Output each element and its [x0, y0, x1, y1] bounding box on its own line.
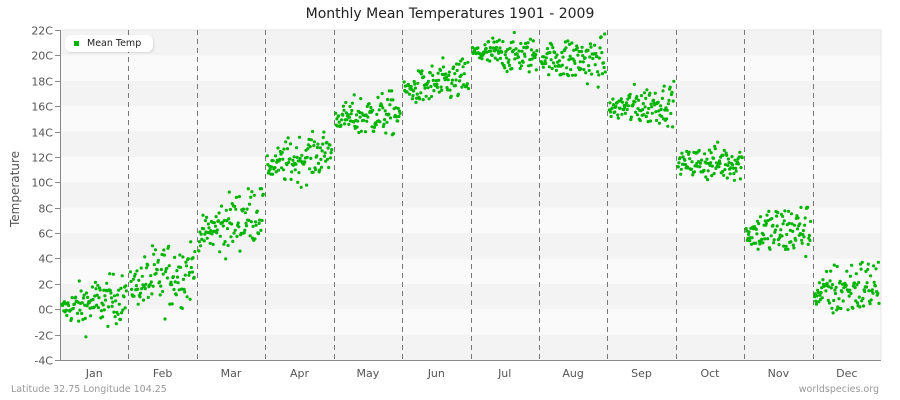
grid-band	[60, 182, 881, 208]
legend-swatch-icon	[74, 41, 79, 46]
grid-band	[60, 283, 881, 310]
grid-band	[60, 309, 881, 335]
grid-band	[60, 156, 881, 183]
source-caption: worldspecies.org	[798, 384, 879, 395]
x-tick-label: Jan	[85, 367, 103, 380]
location-caption: Latitude 32.75 Longitude 104.25	[11, 384, 167, 395]
y-tick-label: 10C	[31, 177, 53, 190]
grid-band	[60, 106, 881, 132]
data-points	[60, 30, 881, 339]
x-tick-label: Nov	[768, 367, 790, 380]
legend-label: Mean Temp	[87, 38, 142, 49]
grid-band	[60, 55, 881, 81]
y-tick-label: 12C	[31, 152, 53, 165]
y-tick-label: 6C	[38, 228, 53, 241]
y-tick-label: -2C	[34, 330, 53, 343]
y-tick-label: 16C	[31, 101, 53, 114]
x-tick-label: May	[357, 367, 380, 380]
legend: Mean Temp	[65, 35, 154, 52]
grid-band	[60, 334, 881, 360]
y-tick-label: 8C	[38, 203, 53, 216]
x-tick-label: Jun	[427, 367, 445, 380]
x-tick-label: Oct	[700, 367, 720, 380]
x-tick-label: Dec	[836, 367, 857, 380]
y-tick-label: -4C	[34, 355, 53, 368]
x-tick-label: Mar	[221, 367, 242, 380]
chart-title: Monthly Mean Temperatures 1901 - 2009	[305, 6, 595, 22]
y-tick-label: 18C	[31, 76, 53, 89]
y-tick-label: 22C	[31, 25, 53, 38]
x-tick-label: Jul	[497, 367, 511, 380]
grid-band	[60, 30, 881, 56]
grid-band	[60, 258, 881, 284]
y-tick-label: 2C	[38, 279, 53, 292]
y-tick-label: 14C	[31, 127, 53, 140]
x-tick-label: Aug	[562, 367, 583, 380]
grid-band	[60, 80, 881, 107]
y-tick-label: 0C	[38, 304, 53, 317]
grid-band	[60, 233, 881, 259]
grid-band	[60, 131, 881, 157]
y-tick-label: 4C	[38, 253, 53, 266]
x-tick-label: Sep	[631, 367, 652, 380]
y-tick-label: 20C	[31, 50, 53, 63]
x-tick-label: Feb	[153, 367, 172, 380]
x-tick-label: Apr	[290, 367, 310, 380]
